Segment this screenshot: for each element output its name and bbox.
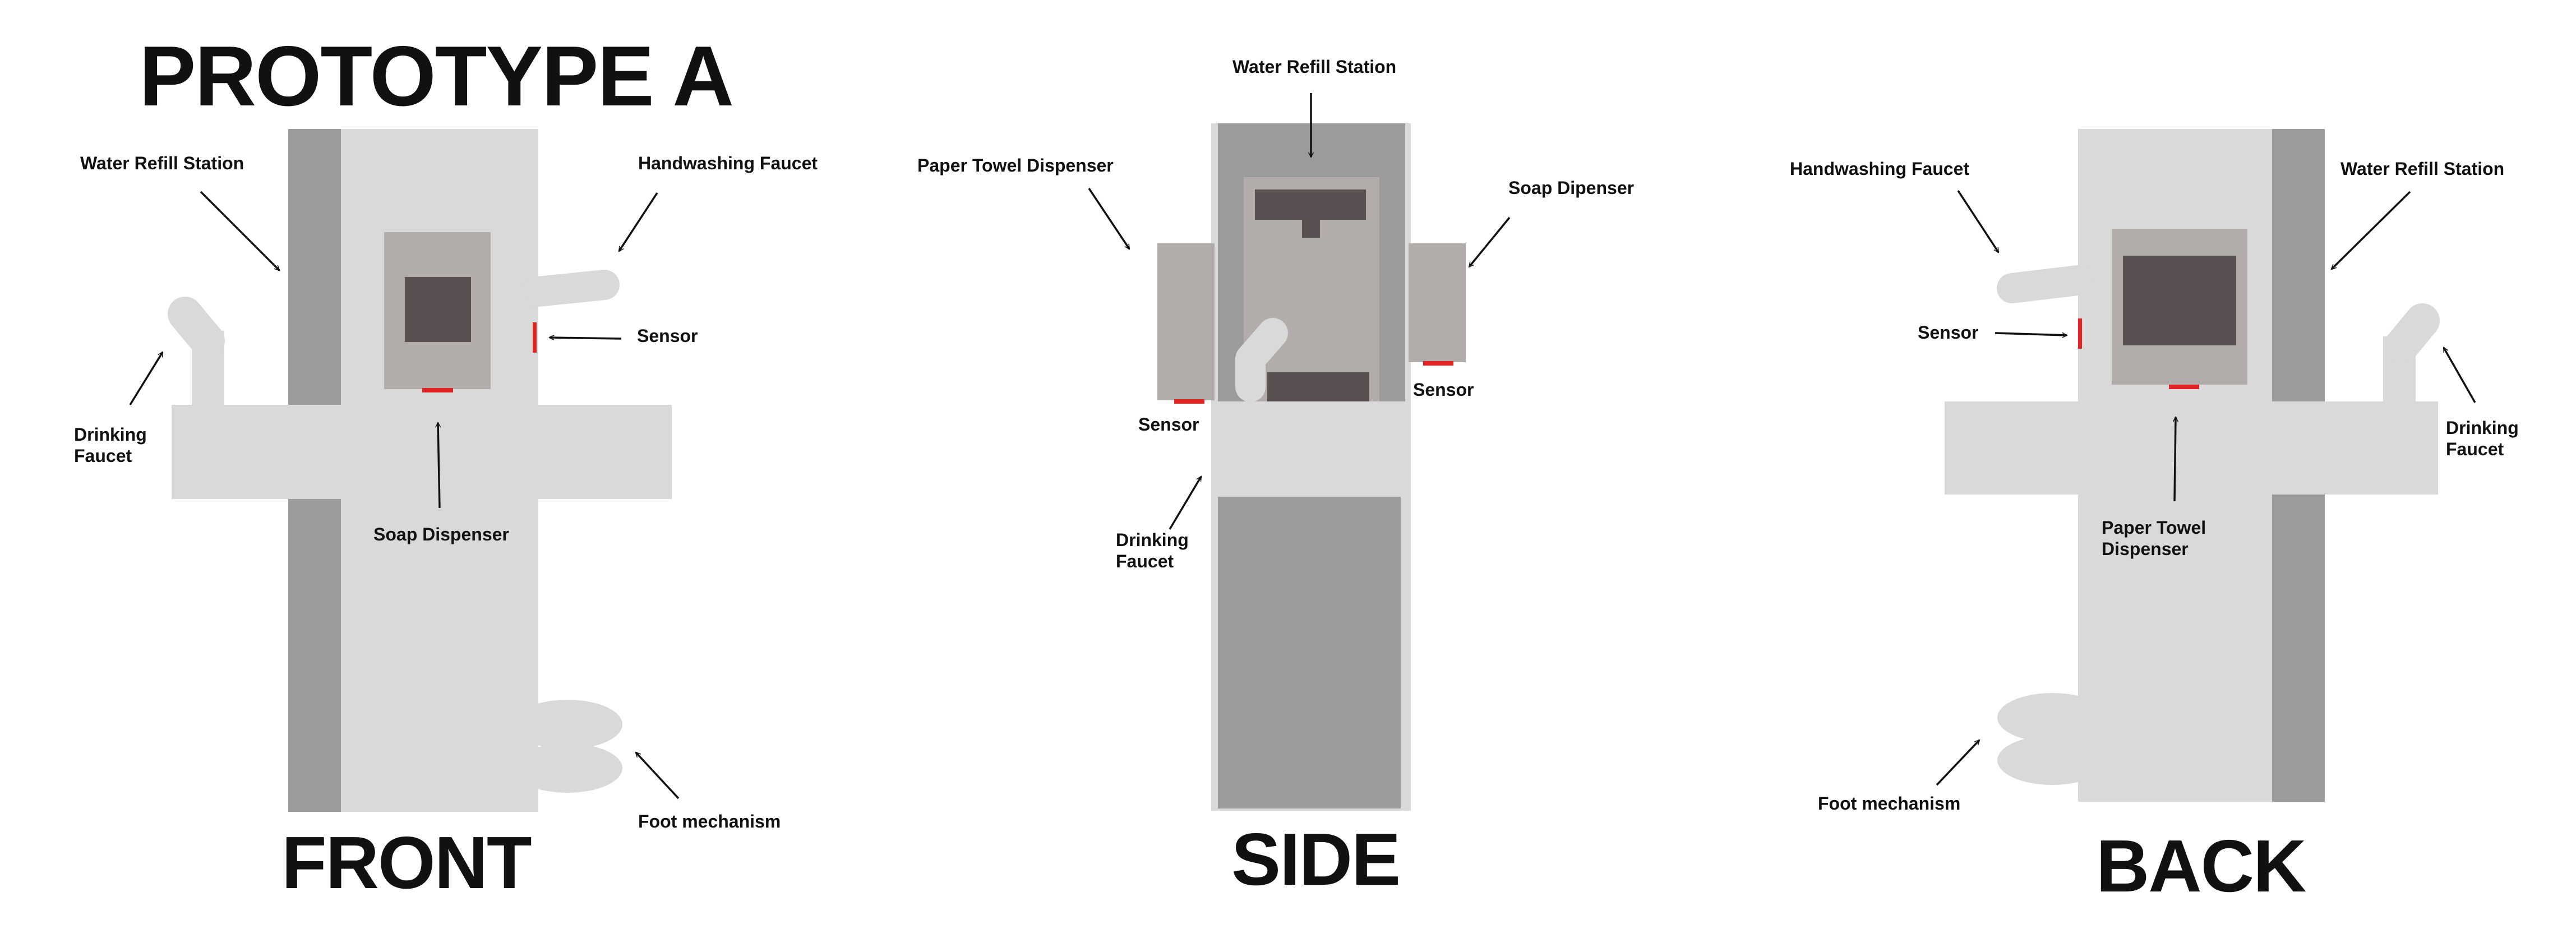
front-label-sensor: Sensor (637, 326, 698, 346)
back-label-handwashing-faucet: Handwashing Faucet (1790, 159, 1969, 179)
front-view: Water Refill Station Handwashing Faucet … (74, 129, 818, 904)
back-arrow-foot-mechanism (1936, 740, 1979, 786)
side-label-water-refill: Water Refill Station (1232, 57, 1396, 77)
side-label-sensor-left: Sensor (1138, 414, 1199, 435)
front-arrow-sensor (550, 338, 622, 339)
back-arrow-handwashing-faucet (1957, 190, 2000, 252)
front-label-foot-mechanism: Foot mechanism (638, 811, 781, 831)
diagram-title: PROTOTYPE A (139, 29, 733, 124)
front-drinking-faucet (168, 297, 225, 406)
front-label-water-refill: Water Refill Station (80, 153, 244, 173)
front-handwashing-faucet (523, 270, 620, 307)
side-refill-screen (1255, 190, 1366, 220)
front-label-drinking-faucet-line2: Faucet (74, 446, 132, 466)
front-label-soap-dispenser: Soap Dispenser (373, 524, 509, 544)
front-soap-dispenser-screen (405, 277, 471, 342)
back-arrow-water-refill (2332, 191, 2411, 269)
back-faucet-sensor (2078, 318, 2082, 349)
back-arrow-paper-towel (2175, 417, 2176, 502)
side-refill-nozzle (1302, 219, 1320, 238)
back-label-drinking-faucet-line1: Drinking (2446, 418, 2519, 438)
side-sensor-left-mark (1174, 399, 1204, 404)
front-label-handwashing-faucet: Handwashing Faucet (638, 153, 818, 173)
front-view-title: FRONT (281, 821, 532, 904)
back-label-sensor: Sensor (1918, 322, 1978, 343)
side-paper-towel-dispenser (1157, 243, 1215, 400)
back-arrow-sensor (1995, 332, 2067, 335)
front-arrow-drinking-faucet (129, 352, 164, 405)
side-drinking-faucet (1235, 318, 1288, 402)
front-faucet-sensor (533, 322, 537, 353)
side-label-paper-towel: Paper Towel Dispenser (917, 155, 1114, 175)
front-arrow-handwashing-faucet (618, 192, 658, 251)
front-basin (172, 405, 672, 499)
side-lower-column (1218, 497, 1401, 808)
side-soap-dispenser (1409, 243, 1466, 362)
side-view: Water Refill Station Paper Towel Dispens… (917, 57, 1634, 900)
side-sensor-right-mark (1423, 361, 1453, 366)
side-arrow-drinking-faucet (1169, 477, 1202, 530)
front-foot-mechanism (513, 700, 622, 793)
side-view-title: SIDE (1231, 818, 1400, 900)
back-label-paper-towel-line2: Dispenser (2102, 539, 2189, 559)
back-label-drinking-faucet-line2: Faucet (2446, 439, 2504, 459)
back-view: Handwashing Faucet Water Refill Station … (1790, 129, 2519, 907)
back-basin (1945, 401, 2438, 495)
back-drinking-faucet (2383, 303, 2440, 405)
back-handwashing-faucet (1997, 265, 2093, 303)
front-arrow-soap-dispenser (438, 423, 440, 509)
front-label-drinking-faucet-line1: Drinking (74, 424, 147, 445)
back-arrow-drinking-faucet (2443, 348, 2476, 403)
back-paper-towel-sensor (2169, 385, 2199, 389)
back-paper-towel-screen (2123, 256, 2236, 345)
side-label-drinking-faucet-line1: Drinking (1116, 530, 1189, 550)
front-soap-sensor (422, 388, 453, 392)
back-view-title: BACK (2096, 825, 2306, 907)
back-label-water-refill: Water Refill Station (2340, 159, 2504, 179)
side-refill-tray (1267, 372, 1369, 401)
side-label-soap-dispenser: Soap Dipenser (1508, 178, 1634, 198)
side-label-drinking-faucet-line2: Faucet (1116, 551, 1174, 571)
front-arrow-water-refill (200, 191, 279, 270)
side-arrow-soap-dispenser (1469, 216, 1511, 267)
back-label-foot-mechanism: Foot mechanism (1818, 793, 1960, 814)
front-arrow-foot-mechanism (636, 752, 680, 800)
side-basin (1220, 401, 1403, 497)
side-arrow-paper-towel (1088, 188, 1130, 249)
side-label-sensor-right: Sensor (1413, 380, 1474, 400)
back-label-paper-towel-line1: Paper Towel (2102, 517, 2206, 538)
